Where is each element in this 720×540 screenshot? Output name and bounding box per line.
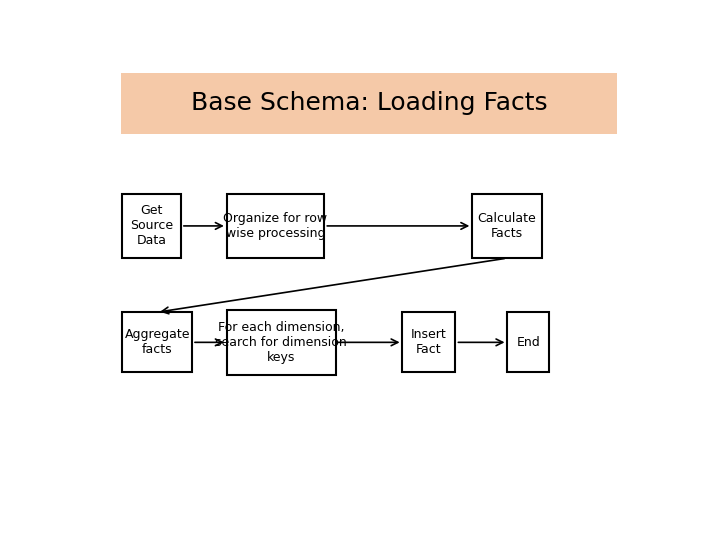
Bar [122,194,181,258]
Text: Get
Source
Data: Get Source Data [130,205,174,247]
Text: Aggregate
facts: Aggregate facts [125,328,190,356]
Text: End: End [516,336,540,349]
Text: Calculate
Facts: Calculate Facts [478,212,536,240]
Bar [402,312,456,373]
Text: Organize for row
wise processing: Organize for row wise processing [223,212,328,240]
Bar [121,73,617,134]
Bar [472,194,542,258]
Text: Base Schema: Loading Facts: Base Schema: Loading Facts [191,91,547,116]
Text: For each dimension,
search for dimension
keys: For each dimension, search for dimension… [215,321,347,364]
Bar [227,194,324,258]
Bar [508,312,549,373]
Bar [227,310,336,375]
Text: Insert
Fact: Insert Fact [411,328,447,356]
Bar [122,312,192,373]
